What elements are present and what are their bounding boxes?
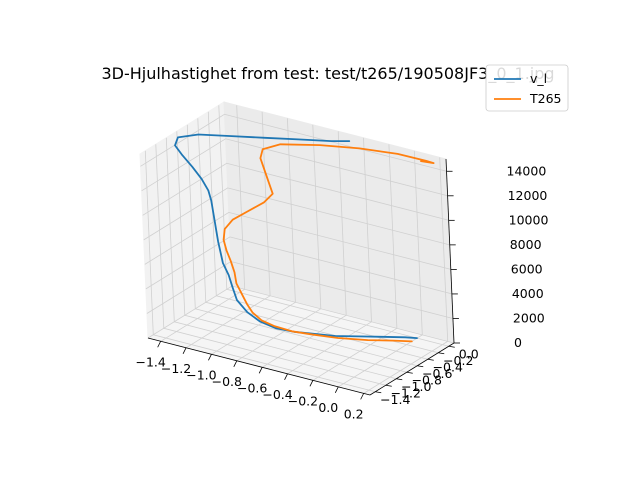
x-tick-label: −1.0 (186, 367, 216, 382)
y-tick (375, 391, 382, 394)
z-tick-label: 6000 (511, 261, 543, 276)
z-tick-label: 4000 (512, 286, 544, 301)
x-tick (309, 380, 314, 387)
legend: v_l T265 (485, 64, 569, 112)
y-tick-label: −1.2 (391, 385, 421, 400)
z-axis-line (445, 158, 455, 344)
grid-line-z (140, 113, 447, 172)
tick-labels: −1.4−1.2−1.0−0.8−0.6−0.4−0.2 0.0 0.2−1.4−1… (136, 163, 549, 421)
y-tick-label: −0.4 (433, 359, 463, 374)
y-tick (396, 378, 403, 381)
x-tick (334, 386, 339, 394)
y-tick-label: −0.2 (443, 353, 473, 368)
grid-lines (140, 105, 455, 394)
y-tick (448, 345, 455, 348)
x-tick (157, 341, 162, 348)
z-tick-label: 14000 (507, 163, 547, 178)
legend-entry: v_l (530, 71, 547, 86)
y-tick (417, 365, 424, 368)
y-tick-label: −1.0 (401, 379, 431, 394)
x-tick-label: −0.6 (237, 380, 267, 395)
series-lines (174, 133, 435, 343)
chart-title: 3D-Hjulhastighet from test: test/t265/19… (101, 64, 554, 84)
x-tick-label: −0.4 (262, 387, 292, 402)
x-tick (182, 347, 187, 354)
y-tick-label: −0.6 (422, 366, 452, 381)
x-tick-label: −1.4 (136, 354, 166, 369)
legend-entry: T265 (529, 91, 562, 106)
tick-marks (157, 170, 460, 400)
grid-line-z (143, 187, 450, 246)
y-tick (406, 371, 413, 374)
x-tick-label: −1.2 (161, 361, 191, 376)
x-axis-line (147, 337, 371, 396)
z-tick-label: 12000 (508, 188, 548, 203)
x-tick-label: −0.8 (212, 374, 242, 389)
axis-lines (147, 158, 455, 396)
y-tick-label: −0.8 (412, 372, 442, 387)
x-tick-label: 0.0 (318, 400, 338, 415)
series-line-t265 (222, 143, 435, 343)
x-tick-label: 0.2 (344, 406, 364, 421)
grid-line-z (145, 236, 452, 295)
axis-panes (139, 101, 456, 396)
y-tick-label: 0.0 (459, 346, 479, 361)
z-tick-label: 8000 (510, 237, 542, 252)
grid-line-z (141, 138, 448, 197)
grid-line-z (144, 211, 451, 270)
y-tick-label: −1.4 (380, 392, 410, 407)
x-tick-label: −0.2 (288, 393, 318, 408)
grid-line-z (142, 162, 449, 221)
y-axis-line (369, 342, 455, 396)
x-tick (208, 354, 212, 361)
x-tick (233, 360, 238, 367)
x-tick (360, 393, 365, 400)
z-tick-label: 0 (514, 335, 522, 350)
y-tick (427, 358, 434, 361)
y-tick (385, 384, 392, 387)
y-tick (438, 352, 445, 355)
z-tick-label: 2000 (513, 310, 545, 325)
x-tick (284, 373, 288, 381)
z-tick-label: 10000 (509, 212, 549, 227)
x-tick (258, 367, 263, 374)
